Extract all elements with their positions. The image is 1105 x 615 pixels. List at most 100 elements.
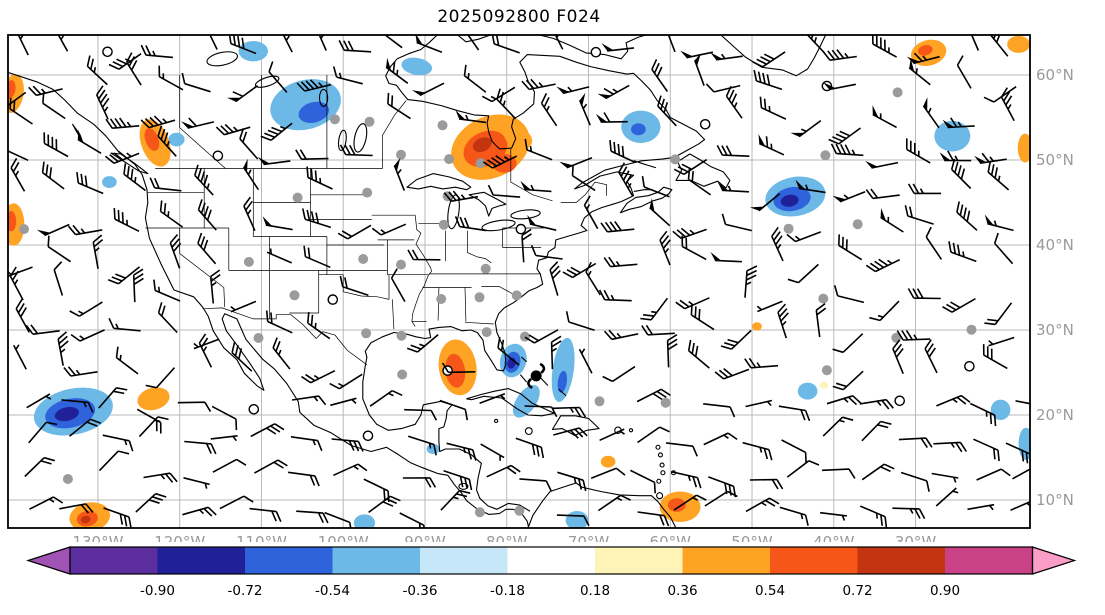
calm-circle	[894, 395, 906, 407]
wind-barb	[103, 507, 132, 528]
wind-barb	[157, 302, 178, 334]
coastline	[8, 71, 530, 528]
wind-barb	[219, 495, 254, 510]
gridlines	[8, 35, 1030, 528]
station-dot	[481, 327, 492, 338]
barb-pennant	[520, 180, 531, 190]
lake	[458, 482, 469, 490]
station-dot	[364, 116, 375, 127]
border-line	[391, 299, 395, 330]
wind-barb	[714, 259, 742, 263]
station-dot	[852, 219, 863, 230]
wind-barb	[454, 216, 487, 232]
wind-barb	[254, 459, 288, 474]
wind-barb	[44, 223, 70, 237]
anomaly-region	[819, 381, 829, 389]
wind-barb	[393, 165, 406, 191]
wind-barb	[838, 234, 863, 261]
calm-circle	[327, 294, 339, 305]
wind-barb	[53, 261, 64, 296]
station-dot	[821, 365, 832, 376]
colorbar-tick-label: -0.54	[315, 583, 350, 599]
barb-pennant	[717, 181, 729, 191]
wind-barb	[933, 441, 968, 453]
wind-barb	[820, 511, 847, 521]
wind-barb	[481, 86, 516, 103]
wind-barb	[524, 405, 558, 418]
wind-barb	[752, 51, 786, 68]
anomaly-region	[137, 387, 170, 411]
wind-barb	[973, 438, 1000, 462]
wind-barb	[830, 143, 864, 157]
wind-barb	[524, 138, 553, 161]
barb-pennant	[556, 86, 570, 94]
lat-tick-label: 30°N	[1036, 321, 1074, 339]
wind-barb	[603, 84, 630, 100]
coastline	[527, 482, 677, 528]
anomaly-region	[990, 399, 1011, 421]
lon-tick-label: 120°W	[154, 533, 205, 542]
wind-barb	[8, 91, 27, 107]
wind-barb	[597, 494, 631, 512]
colorbar-right-arrow	[1031, 546, 1077, 575]
wind-barb	[976, 468, 1011, 481]
station-dot	[892, 87, 903, 98]
wind-barb	[242, 166, 260, 191]
wind-barb	[970, 35, 980, 51]
wind-barb	[562, 262, 597, 279]
wind-barb	[781, 439, 807, 464]
anomaly-region	[667, 498, 686, 512]
colorbar-tick-label: -0.18	[490, 583, 525, 599]
wind-barb	[585, 261, 601, 296]
wind-barb	[666, 442, 698, 457]
station-dot	[289, 290, 300, 301]
station-dot	[474, 507, 485, 518]
wind-barb	[798, 184, 826, 194]
wind-barb	[329, 373, 363, 390]
wind-barb	[290, 436, 323, 452]
station-dot	[329, 114, 340, 125]
colorbar-tick-label: -0.72	[228, 583, 263, 599]
wind-barb	[338, 40, 372, 53]
wind-barb	[861, 463, 895, 481]
wind-barb	[363, 478, 390, 502]
barb-pennant	[823, 82, 836, 90]
coastline	[520, 356, 527, 362]
wind-barb	[742, 441, 773, 461]
wind-barb	[720, 329, 752, 350]
wind-barb	[28, 421, 58, 444]
anomaly-region	[8, 80, 16, 99]
wind-barb	[491, 35, 520, 54]
barb-pennant	[205, 17, 210, 31]
wind-barb	[402, 477, 437, 488]
wind-barb	[687, 168, 712, 196]
wind-barb	[987, 161, 1010, 191]
wind-barb	[745, 399, 773, 408]
anomaly-region	[445, 353, 466, 388]
station-dot	[480, 263, 491, 274]
chart-title: 2025092800 F024	[437, 7, 601, 27]
wind-barb	[529, 223, 557, 231]
lon-tick-label: 30°W	[895, 533, 937, 542]
anomaly-region	[565, 511, 589, 528]
wind-barb	[828, 127, 861, 145]
colorbar: -0.90 -0.72 -0.54 -0.36 -0.18 0.18 0.36 0.54 0.7…	[26, 546, 1077, 599]
anomaly-region	[934, 120, 971, 152]
border-line	[464, 287, 467, 322]
coastline	[540, 377, 549, 386]
wind-barb	[12, 344, 27, 370]
wind-barb	[865, 258, 901, 273]
barb-pennant	[262, 216, 273, 227]
wind-barb	[135, 492, 167, 513]
wind-barb	[859, 505, 888, 528]
barb-pennant	[257, 156, 270, 165]
wind-barb	[407, 435, 437, 456]
wind-barb	[301, 369, 336, 384]
station-dot	[474, 292, 485, 303]
wind-barb	[607, 47, 635, 52]
lat-tick-label: 40°N	[1036, 236, 1074, 254]
wind-barb	[324, 511, 352, 528]
wind-barb	[123, 163, 146, 192]
coastline	[720, 35, 827, 77]
wind-barb	[443, 469, 473, 491]
